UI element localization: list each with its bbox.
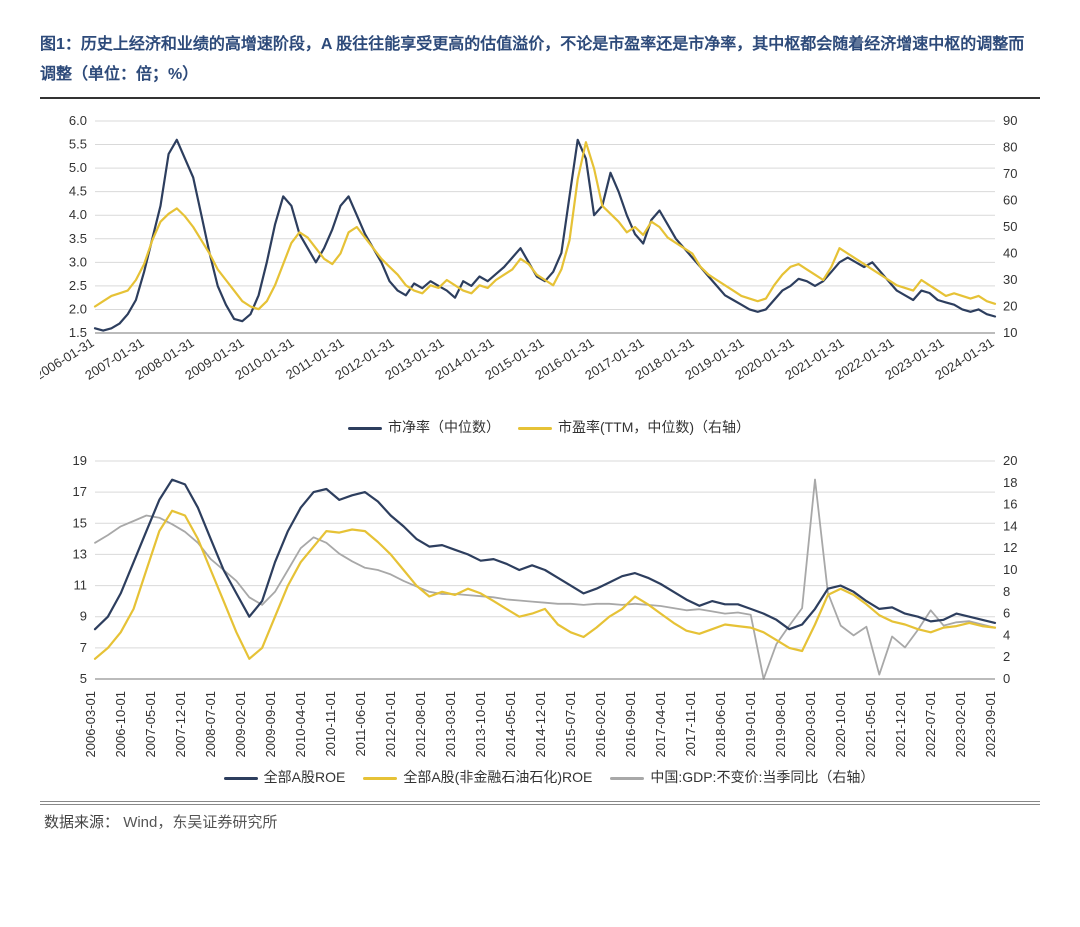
svg-text:5.5: 5.5 bbox=[69, 136, 87, 151]
svg-text:10: 10 bbox=[1003, 325, 1017, 340]
source-line: 数据来源： Wind，东吴证券研究所 bbox=[40, 811, 1040, 832]
svg-text:4.5: 4.5 bbox=[69, 183, 87, 198]
svg-text:2017-04-01: 2017-04-01 bbox=[653, 691, 668, 758]
svg-text:2023-02-01: 2023-02-01 bbox=[953, 691, 968, 758]
svg-text:6: 6 bbox=[1003, 605, 1010, 620]
legend-label: 全部A股ROE bbox=[264, 769, 346, 785]
svg-text:2021-12-01: 2021-12-01 bbox=[893, 691, 908, 758]
svg-text:2011-06-01: 2011-06-01 bbox=[353, 691, 368, 757]
svg-text:16: 16 bbox=[1003, 496, 1017, 511]
svg-text:2006-10-01: 2006-10-01 bbox=[113, 691, 128, 758]
svg-text:2012-01-01: 2012-01-01 bbox=[383, 691, 398, 758]
svg-text:2014-12-01: 2014-12-01 bbox=[533, 691, 548, 758]
svg-text:2018-06-01: 2018-06-01 bbox=[713, 691, 728, 758]
legend-swatch bbox=[610, 777, 644, 780]
svg-text:50: 50 bbox=[1003, 219, 1017, 234]
legend-label: 市盈率(TTM，中位数)（右轴） bbox=[558, 419, 750, 435]
svg-text:10: 10 bbox=[1003, 562, 1017, 577]
svg-text:3.5: 3.5 bbox=[69, 231, 87, 246]
svg-text:19: 19 bbox=[73, 453, 87, 468]
svg-text:2007-12-01: 2007-12-01 bbox=[173, 691, 188, 758]
legend-label: 全部A股(非金融石油石化)ROE bbox=[403, 769, 592, 785]
svg-text:8: 8 bbox=[1003, 584, 1010, 599]
svg-text:0: 0 bbox=[1003, 671, 1010, 686]
svg-text:15: 15 bbox=[73, 515, 87, 530]
legend-swatch bbox=[348, 427, 382, 430]
svg-text:90: 90 bbox=[1003, 113, 1017, 128]
svg-text:2019-08-01: 2019-08-01 bbox=[773, 691, 788, 758]
svg-text:2007-05-01: 2007-05-01 bbox=[143, 691, 158, 758]
svg-text:60: 60 bbox=[1003, 192, 1017, 207]
svg-text:5: 5 bbox=[80, 671, 87, 686]
legend-swatch bbox=[363, 777, 397, 780]
svg-text:2016-09-01: 2016-09-01 bbox=[623, 691, 638, 758]
svg-text:2012-08-01: 2012-08-01 bbox=[413, 691, 428, 758]
svg-text:2020-10-01: 2020-10-01 bbox=[833, 691, 848, 758]
svg-text:2023-09-01: 2023-09-01 bbox=[983, 691, 998, 758]
svg-text:2016-02-01: 2016-02-01 bbox=[593, 691, 608, 758]
svg-text:4.0: 4.0 bbox=[69, 207, 87, 222]
svg-text:2014-05-01: 2014-05-01 bbox=[503, 691, 518, 758]
svg-text:14: 14 bbox=[1003, 518, 1017, 533]
svg-text:2022-07-01: 2022-07-01 bbox=[923, 691, 938, 758]
source-label: 数据来源： bbox=[44, 814, 119, 831]
svg-text:2015-07-01: 2015-07-01 bbox=[563, 691, 578, 758]
svg-text:2.0: 2.0 bbox=[69, 301, 87, 316]
svg-text:2013-03-01: 2013-03-01 bbox=[443, 691, 458, 758]
bottom-rule-2 bbox=[40, 804, 1040, 805]
svg-text:5.0: 5.0 bbox=[69, 160, 87, 175]
chart2-legend: 全部A股ROE 全部A股(非金融石油石化)ROE 中国:GDP:不变价:当季同比（右… bbox=[40, 767, 1040, 787]
svg-text:2: 2 bbox=[1003, 649, 1010, 664]
svg-text:2021-05-01: 2021-05-01 bbox=[863, 691, 878, 758]
svg-text:2008-07-01: 2008-07-01 bbox=[203, 691, 218, 758]
figure-title: 图1：历史上经济和业绩的高增速阶段，A 股往往能享受更高的估值溢价，不论是市盈率… bbox=[40, 30, 1040, 91]
svg-text:2010-11-01: 2010-11-01 bbox=[323, 691, 338, 757]
svg-text:2013-10-01: 2013-10-01 bbox=[473, 691, 488, 758]
svg-text:3.0: 3.0 bbox=[69, 254, 87, 269]
svg-text:2020-03-01: 2020-03-01 bbox=[803, 691, 818, 758]
svg-text:13: 13 bbox=[73, 546, 87, 561]
chart2-container: 5 7 9 11 13 15 17 19 0 2 4 6 8 10 12 14 16 18 20 2006-03-01… bbox=[40, 451, 1040, 761]
svg-text:2019-01-01: 2019-01-01 bbox=[743, 691, 758, 758]
svg-text:2006-03-01: 2006-03-01 bbox=[83, 691, 98, 758]
svg-text:7: 7 bbox=[80, 640, 87, 655]
svg-text:70: 70 bbox=[1003, 166, 1017, 181]
svg-text:2009-02-01: 2009-02-01 bbox=[233, 691, 248, 758]
legend-swatch bbox=[518, 427, 552, 430]
source-text: Wind，东吴证券研究所 bbox=[123, 814, 277, 831]
svg-text:11: 11 bbox=[74, 577, 88, 592]
svg-text:2009-09-01: 2009-09-01 bbox=[263, 691, 278, 758]
svg-text:40: 40 bbox=[1003, 245, 1017, 260]
legend-label: 中国:GDP:不变价:当季同比（右轴） bbox=[650, 769, 874, 785]
svg-text:2.5: 2.5 bbox=[69, 278, 87, 293]
svg-text:6.0: 6.0 bbox=[69, 113, 87, 128]
svg-text:18: 18 bbox=[1003, 475, 1017, 490]
chart2-svg: 5 7 9 11 13 15 17 19 0 2 4 6 8 10 12 14 16 18 20 2006-03-01… bbox=[40, 451, 1040, 761]
svg-text:20: 20 bbox=[1003, 453, 1017, 468]
svg-text:80: 80 bbox=[1003, 139, 1017, 154]
svg-text:2010-04-01: 2010-04-01 bbox=[293, 691, 308, 758]
title-rule bbox=[40, 97, 1040, 99]
svg-text:4: 4 bbox=[1003, 627, 1010, 642]
svg-text:20: 20 bbox=[1003, 298, 1017, 313]
legend-label: 市净率（中位数） bbox=[388, 419, 500, 435]
legend-swatch bbox=[224, 777, 258, 780]
chart1-svg: 1.52.02.53.03.54.04.55.05.56.01020304050… bbox=[40, 111, 1040, 411]
svg-text:17: 17 bbox=[73, 484, 87, 499]
svg-text:2017-11-01: 2017-11-01 bbox=[683, 691, 698, 757]
chart1-legend: 市净率（中位数） 市盈率(TTM，中位数)（右轴） bbox=[40, 417, 1040, 437]
svg-text:30: 30 bbox=[1003, 272, 1017, 287]
svg-text:9: 9 bbox=[80, 608, 87, 623]
svg-text:12: 12 bbox=[1003, 540, 1017, 555]
chart1-container: 1.52.02.53.03.54.04.55.05.56.01020304050… bbox=[40, 111, 1040, 411]
bottom-rule-1 bbox=[40, 801, 1040, 802]
